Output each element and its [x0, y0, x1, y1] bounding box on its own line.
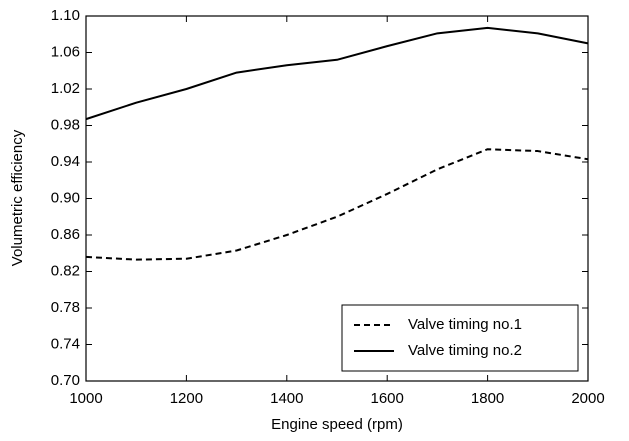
x-tick-label: 1200	[170, 390, 203, 407]
x-tick-label: 1400	[270, 390, 303, 407]
x-tick-label: 2000	[571, 390, 604, 407]
y-tick-label: 0.78	[51, 299, 80, 316]
y-axis-label: Volumetric efficiency	[9, 129, 26, 266]
y-tick-label: 0.82	[51, 262, 80, 279]
y-tick-label: 0.90	[51, 189, 80, 206]
y-tick-label: 0.98	[51, 116, 80, 133]
y-tick-label: 0.74	[51, 335, 80, 352]
y-tick-label: 1.02	[51, 80, 80, 97]
x-tick-label: 1800	[471, 390, 504, 407]
y-tick-label: 0.94	[51, 153, 80, 170]
line-series	[85, 26, 589, 121]
line-series	[85, 148, 589, 261]
legend-label: Valve timing no.1	[408, 316, 522, 333]
legend-box	[341, 304, 579, 372]
y-tick-label: 1.06	[51, 43, 80, 60]
x-axis-label: Engine speed (rpm)	[271, 416, 403, 433]
x-tick-label: 1600	[371, 390, 404, 407]
legend-label: Valve timing no.2	[408, 342, 522, 359]
y-tick-label: 1.10	[51, 7, 80, 24]
y-tick-label: 0.86	[51, 226, 80, 243]
y-tick-label: 0.70	[51, 372, 80, 389]
x-tick-label: 1000	[69, 390, 102, 407]
